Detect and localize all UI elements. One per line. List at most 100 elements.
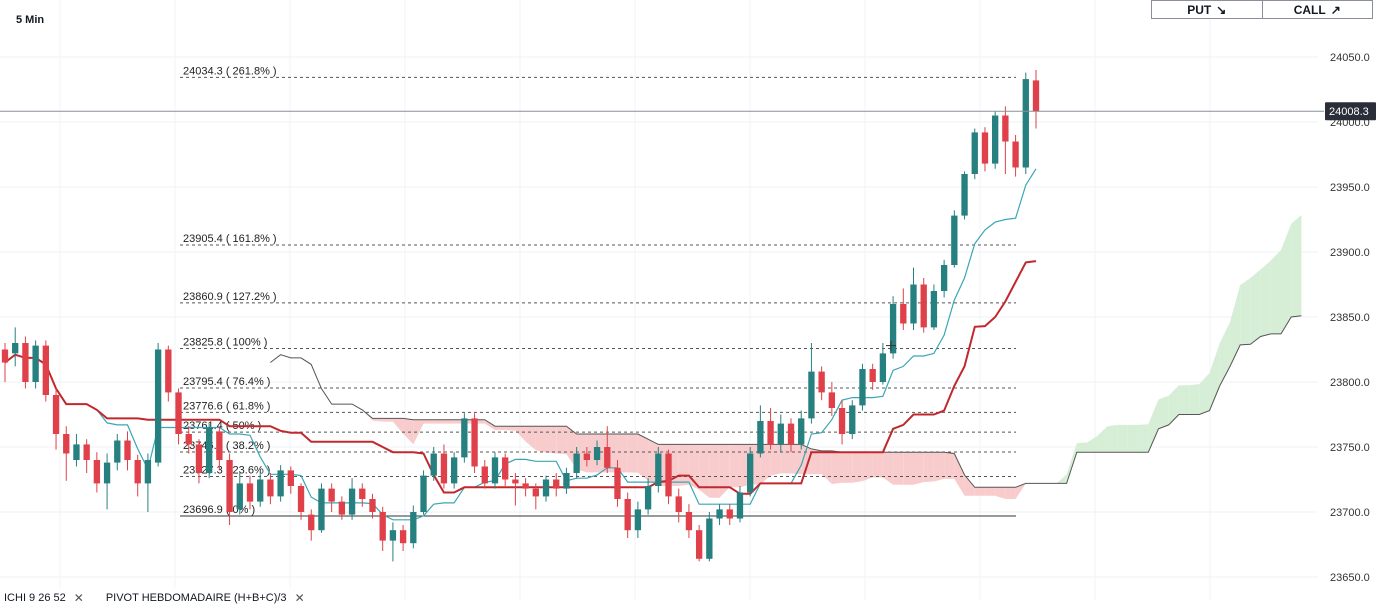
cloud-segment — [964, 474, 975, 496]
candle-body — [32, 345, 39, 382]
candle — [583, 447, 591, 467]
candle — [695, 525, 703, 562]
arrow-up-right-icon: ↗ — [1330, 2, 1341, 17]
fib-label: 23825.8 ( 100% ) — [183, 336, 267, 348]
candle — [532, 483, 539, 510]
candle-body — [1022, 79, 1029, 168]
candle — [553, 473, 560, 497]
candle-body — [154, 349, 162, 463]
candle-body — [359, 488, 366, 499]
candle-body — [981, 132, 989, 164]
price-tick-label: 24050.0 — [1330, 52, 1370, 64]
candle — [461, 413, 468, 463]
cloud-segment — [627, 434, 638, 473]
candle-body — [1032, 80, 1040, 112]
candle — [655, 447, 662, 493]
fibonacci-levels: 24034.3 ( 261.8% ) 23905.4 ( 161.8% ) 2386… — [180, 65, 1016, 517]
candle-body — [808, 371, 815, 419]
candle-body — [869, 369, 876, 382]
candle — [277, 465, 284, 502]
cloud-segment — [515, 426, 526, 442]
cloud-segment — [984, 487, 996, 496]
indicator-ichimoku[interactable]: ICHI 9 26 52 ✕ — [0, 591, 88, 605]
candle — [542, 475, 550, 502]
candle — [399, 525, 407, 551]
cloud-segment — [392, 418, 404, 434]
cloud-segment — [556, 426, 567, 455]
cloud-segment — [1138, 424, 1149, 453]
candle-body — [818, 371, 825, 393]
cloud-segment — [811, 448, 822, 475]
candle — [83, 439, 90, 473]
candles — [1, 70, 1040, 562]
candle — [430, 447, 437, 481]
candle-body — [379, 512, 386, 541]
cloud-segment — [923, 452, 934, 483]
cloud-segment — [1250, 269, 1261, 345]
candle-body — [502, 457, 509, 480]
candle-body — [318, 488, 325, 531]
candle-body — [440, 453, 448, 484]
candle — [1032, 70, 1040, 129]
candle — [624, 492, 631, 538]
cloud-segment — [791, 444, 802, 475]
candle-body — [134, 460, 141, 484]
candle — [716, 504, 723, 525]
candle — [879, 343, 887, 385]
candle-body — [583, 453, 591, 460]
cloud-segment — [1066, 443, 1077, 484]
cloud-segment — [821, 450, 832, 485]
candle-body — [175, 392, 182, 434]
candle-body — [849, 405, 856, 434]
candle-body — [798, 418, 805, 445]
candle — [1022, 72, 1029, 174]
candle-body — [900, 304, 907, 324]
cloud-segment — [933, 452, 945, 482]
cloud-segment — [995, 487, 1006, 499]
fib-label: 23905.4 ( 161.8% ) — [183, 233, 277, 245]
candle-body — [338, 501, 346, 515]
candle-body — [1, 349, 9, 363]
candle-body — [165, 349, 172, 393]
call-button[interactable]: CALL ↗ — [1261, 1, 1373, 18]
candle-body — [195, 444, 203, 473]
cloud-segment — [944, 452, 955, 479]
candle-body — [328, 488, 335, 502]
candle-body — [63, 434, 70, 454]
indicator-pivot[interactable]: PIVOT HEBDOMADAIRE (H+B+C)/3 ✕ — [102, 591, 309, 605]
cloud-segment — [484, 419, 495, 431]
candle-body — [706, 518, 713, 559]
cloud-segment — [842, 452, 853, 483]
candle — [440, 444, 448, 489]
fib-label: 23746.2 ( 38.2% ) — [183, 440, 270, 452]
candle-body — [124, 440, 131, 460]
candle-body — [757, 421, 764, 454]
candle-body — [369, 499, 376, 512]
fib-label: 23761.4 ( 50% ) — [183, 420, 261, 432]
candle — [920, 278, 927, 333]
candle-body — [73, 444, 80, 460]
fib-label: 23696.9 ( 0% ) — [183, 504, 255, 516]
candle — [154, 343, 162, 467]
candle — [297, 483, 305, 520]
candle — [410, 505, 417, 549]
close-icon[interactable]: ✕ — [294, 591, 305, 605]
candle — [257, 470, 264, 507]
candle-body — [522, 483, 529, 489]
candle — [767, 408, 774, 450]
price-axis: 23650.0 23700.0 23750.0 23800.0 23850.0 23900… — [0, 52, 1376, 584]
candle-body — [410, 512, 417, 544]
cloud-segment — [1056, 474, 1067, 484]
cloud-segment — [423, 419, 434, 424]
candle-body — [277, 470, 284, 497]
cloud-segment — [709, 444, 720, 498]
candle-body — [951, 215, 958, 265]
close-icon[interactable]: ✕ — [73, 591, 84, 605]
candle-body — [226, 460, 233, 512]
candle — [124, 431, 131, 471]
candle — [267, 473, 274, 505]
cloud-segment — [699, 444, 710, 498]
put-button[interactable]: PUT ↘ — [1152, 1, 1262, 18]
candle-body — [940, 265, 948, 291]
